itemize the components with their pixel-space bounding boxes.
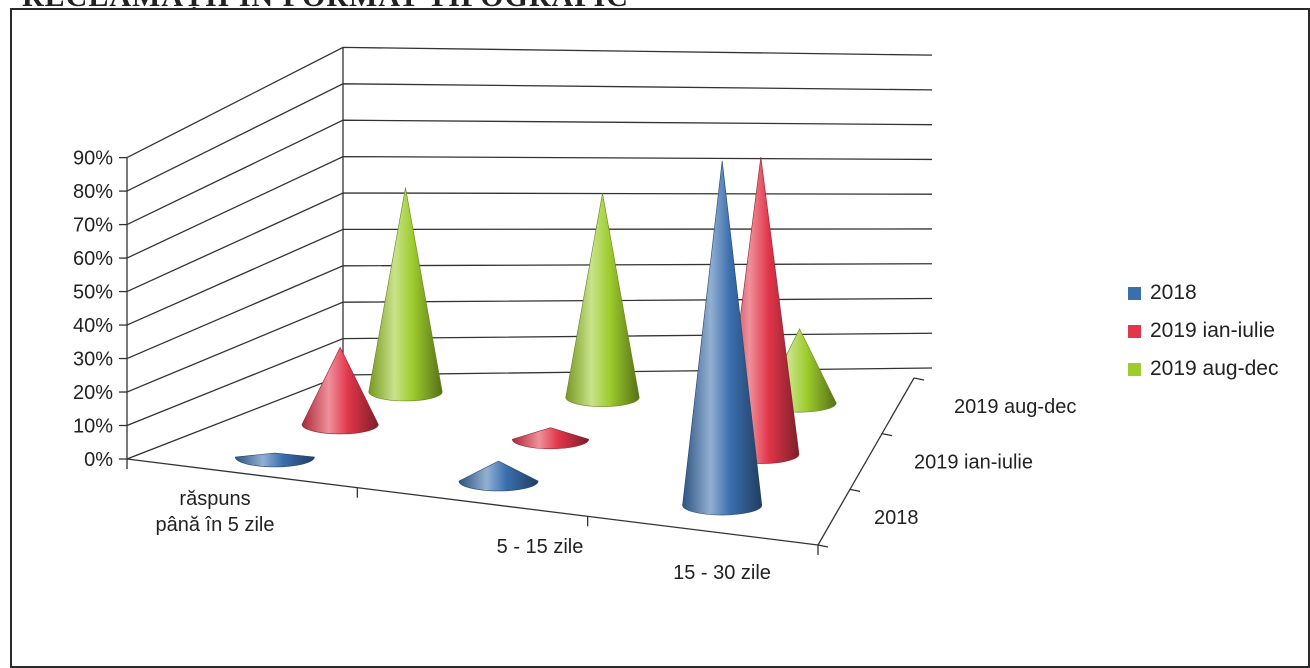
- depth-label: 2018: [874, 507, 919, 529]
- depth-tick: [881, 433, 893, 437]
- legend-item: 2019 aug-dec: [1128, 350, 1278, 388]
- gridline: [126, 119, 933, 226]
- legend: 2018 2019 ian-iulie 2019 aug-dec: [1128, 274, 1278, 388]
- gridline: [126, 263, 933, 360]
- cone: [234, 452, 315, 468]
- y-tick-label: 50%: [73, 282, 113, 304]
- y-tick-label: 70%: [73, 215, 113, 237]
- legend-label: 2019 aug-dec: [1150, 357, 1279, 380]
- x-axis: răspuns până în 5 zile 5 - 15 zile 15 - 30 …: [126, 459, 819, 584]
- gridline: [126, 155, 933, 259]
- y-tick-label: 80%: [73, 181, 113, 203]
- cone-body: [682, 160, 763, 516]
- gridline: [126, 192, 933, 293]
- cone: [458, 460, 539, 492]
- chart-floor: [126, 377, 915, 546]
- y-tick-label: 0%: [84, 449, 113, 471]
- cone-body: [301, 346, 379, 435]
- legend-label: 2019 ian-iulie: [1150, 319, 1275, 342]
- cone-body: [458, 460, 539, 492]
- legend-item: 2019 ian-iulie: [1128, 312, 1278, 350]
- legend-label: 2018: [1150, 281, 1197, 304]
- x-category-label: 5 - 15 zile: [497, 536, 584, 558]
- y-tick-label: 60%: [73, 248, 113, 270]
- gridline: [126, 228, 933, 326]
- depth-tick: [849, 488, 861, 492]
- y-tick-label: 30%: [73, 349, 113, 371]
- depth-label: 2019 ian-iulie: [914, 452, 1033, 474]
- depth-tick: [817, 544, 829, 548]
- depth-axis-line: [817, 377, 915, 546]
- legend-swatch: [1128, 362, 1141, 376]
- y-tick-label: 20%: [73, 382, 113, 404]
- depth-label: 2019 aug-dec: [954, 396, 1076, 418]
- x-category-label: 15 - 30 zile: [673, 562, 771, 584]
- y-tick-label: 40%: [73, 315, 113, 337]
- cone: [565, 193, 640, 407]
- depth-axis: 2018 2019 ian-iulie 2019 aug-dec: [817, 377, 1076, 548]
- legend-item: 2018: [1128, 274, 1278, 312]
- cone: [512, 427, 589, 450]
- cone: [368, 187, 443, 402]
- cone-body: [368, 187, 443, 402]
- cone-body: [234, 452, 315, 468]
- gridline: [126, 83, 933, 192]
- legend-swatch: [1128, 286, 1141, 300]
- depth-tick: [913, 377, 925, 381]
- cone: [682, 160, 763, 516]
- gridline: [126, 46, 933, 159]
- legend-swatch: [1128, 324, 1141, 338]
- chart-frame: [10, 8, 1310, 668]
- x-axis-line: [126, 458, 819, 546]
- cone: [301, 346, 379, 435]
- chart-walls: [126, 46, 933, 460]
- y-tick-label: 90%: [73, 148, 113, 170]
- y-axis: 0% 10% 20% 30% 40% 50% 60% 70% 80% 90%: [73, 148, 127, 471]
- x-category-label: răspuns până în 5 zile: [156, 488, 275, 536]
- cone-body: [565, 193, 640, 407]
- cone-body: [512, 427, 589, 450]
- data-cones: [234, 156, 837, 516]
- y-tick-label: 10%: [73, 416, 113, 438]
